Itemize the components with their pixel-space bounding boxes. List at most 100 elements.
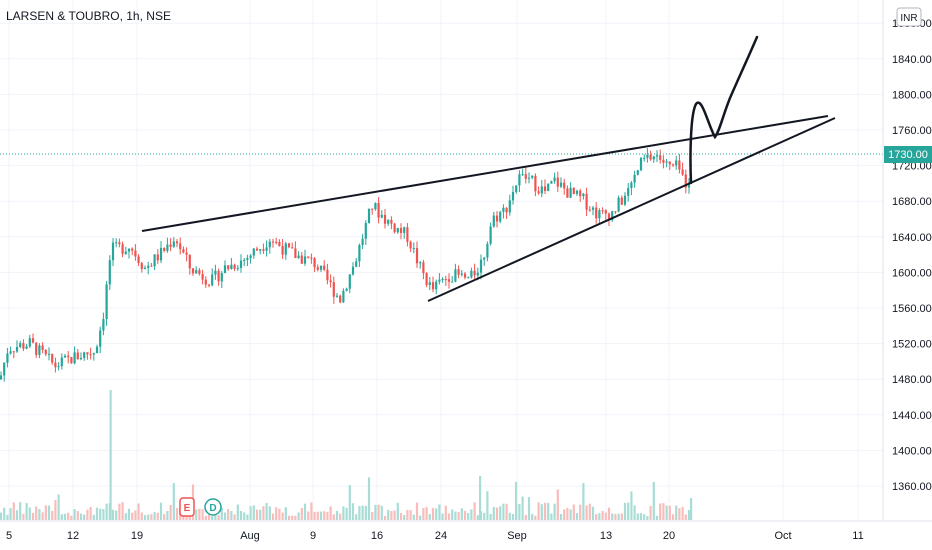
- volume-bar: [323, 511, 326, 520]
- volume-bar: [31, 512, 35, 520]
- candle-body: [204, 279, 207, 285]
- volume-bar: [591, 506, 595, 520]
- candle-body: [281, 246, 284, 255]
- candle-body: [572, 187, 575, 194]
- candle-body: [559, 182, 563, 187]
- candle-body: [0, 375, 3, 380]
- volume-bar: [595, 514, 598, 520]
- candle-body: [675, 160, 678, 166]
- candle-body: [604, 210, 607, 214]
- volume-bar: [268, 506, 271, 520]
- volume-bar: [556, 489, 559, 520]
- y-axis[interactable]: 1360.00 1400.00 1440.00 1480.00 1520.00 1560.…: [882, 0, 932, 520]
- candle-body: [310, 257, 313, 259]
- volume-bar: [319, 511, 323, 520]
- candle-body: [636, 170, 639, 175]
- volume-bar: [659, 503, 662, 520]
- volume-bar: [505, 503, 508, 520]
- volume-bar: [0, 512, 3, 520]
- volume-bar: [316, 511, 319, 520]
- candle-body: [102, 318, 105, 331]
- volume-bar: [665, 505, 668, 520]
- candle-body: [239, 260, 243, 268]
- candle-body: [201, 273, 204, 280]
- volume-bar: [684, 514, 687, 520]
- candle-body: [499, 211, 502, 222]
- candle-body: [41, 345, 44, 350]
- candle-body: [214, 270, 217, 275]
- candle-body: [134, 250, 137, 257]
- volume-bar: [63, 513, 67, 520]
- volume-bar: [489, 513, 492, 520]
- candle-body: [451, 281, 454, 283]
- candle-body: [22, 343, 25, 349]
- candle-body: [518, 174, 521, 186]
- volume-bar: [431, 508, 435, 520]
- candle-body: [249, 255, 252, 259]
- currency-label[interactable]: INR: [896, 7, 922, 27]
- volume-bar: [79, 513, 83, 520]
- candle-body: [323, 265, 326, 270]
- earnings-marker[interactable]: E: [179, 497, 195, 517]
- candle-body: [473, 270, 476, 276]
- candle-body: [502, 207, 505, 212]
- candle-body: [409, 241, 412, 249]
- candle-body: [527, 177, 531, 179]
- last-price-badge: 1730.00: [884, 146, 932, 163]
- volume-bar: [348, 484, 351, 520]
- volume-bar: [371, 512, 374, 520]
- candle-body: [524, 174, 527, 179]
- volume-bar: [35, 506, 38, 520]
- y-tick-label: 1400.00: [892, 445, 932, 457]
- candle-body: [687, 182, 691, 188]
- volume-bar: [329, 506, 332, 520]
- candle-body: [278, 241, 281, 247]
- candle-body: [332, 282, 335, 297]
- volume-bar: [201, 509, 204, 520]
- candle-body: [83, 352, 86, 358]
- volume-bar: [89, 507, 92, 520]
- volume-bar: [57, 494, 60, 520]
- volume-bar: [278, 508, 281, 520]
- x-axis[interactable]: 5 12 19 Aug 9 16 24 Sep 13 20 Oct 11: [0, 520, 932, 542]
- candle-body: [614, 211, 617, 213]
- candle-body: [89, 354, 92, 356]
- candle-body: [57, 366, 60, 368]
- volume-bar: [265, 502, 268, 520]
- volume-bar: [604, 512, 607, 520]
- candle-body: [646, 154, 649, 158]
- volume-bar: [227, 509, 230, 520]
- candle-body: [681, 169, 684, 175]
- lower-trendline[interactable]: [427, 117, 836, 302]
- candle-body: [3, 362, 6, 376]
- dividend-marker[interactable]: D: [204, 498, 222, 516]
- candle-body: [566, 188, 569, 198]
- candle-body: [649, 154, 652, 160]
- projection-drawing[interactable]: [689, 35, 759, 185]
- x-tick-label: 9: [310, 530, 316, 542]
- candle-body: [415, 248, 419, 264]
- candle-body: [495, 215, 499, 222]
- drawings[interactable]: [141, 35, 836, 302]
- volume-bar: [332, 514, 335, 520]
- volume-bar: [531, 513, 534, 520]
- candle-body: [92, 353, 95, 355]
- volume-bar: [438, 504, 441, 520]
- candle-body: [217, 270, 220, 282]
- volume-bar: [54, 500, 57, 520]
- candle-body: [163, 247, 166, 251]
- candle-body: [105, 284, 108, 319]
- candle-body: [377, 203, 380, 218]
- candle-body: [111, 242, 115, 261]
- svg-text:1730.00: 1730.00: [888, 149, 928, 161]
- volume-bar: [415, 502, 419, 520]
- volume-bar: [109, 390, 112, 520]
- candle-body: [630, 182, 633, 189]
- volume-bar: [435, 508, 438, 520]
- y-tick-label: 1800.00: [892, 89, 932, 101]
- candle-body: [598, 210, 601, 219]
- candle-body: [9, 351, 12, 354]
- candle-body: [591, 207, 595, 210]
- candle-body: [255, 248, 259, 251]
